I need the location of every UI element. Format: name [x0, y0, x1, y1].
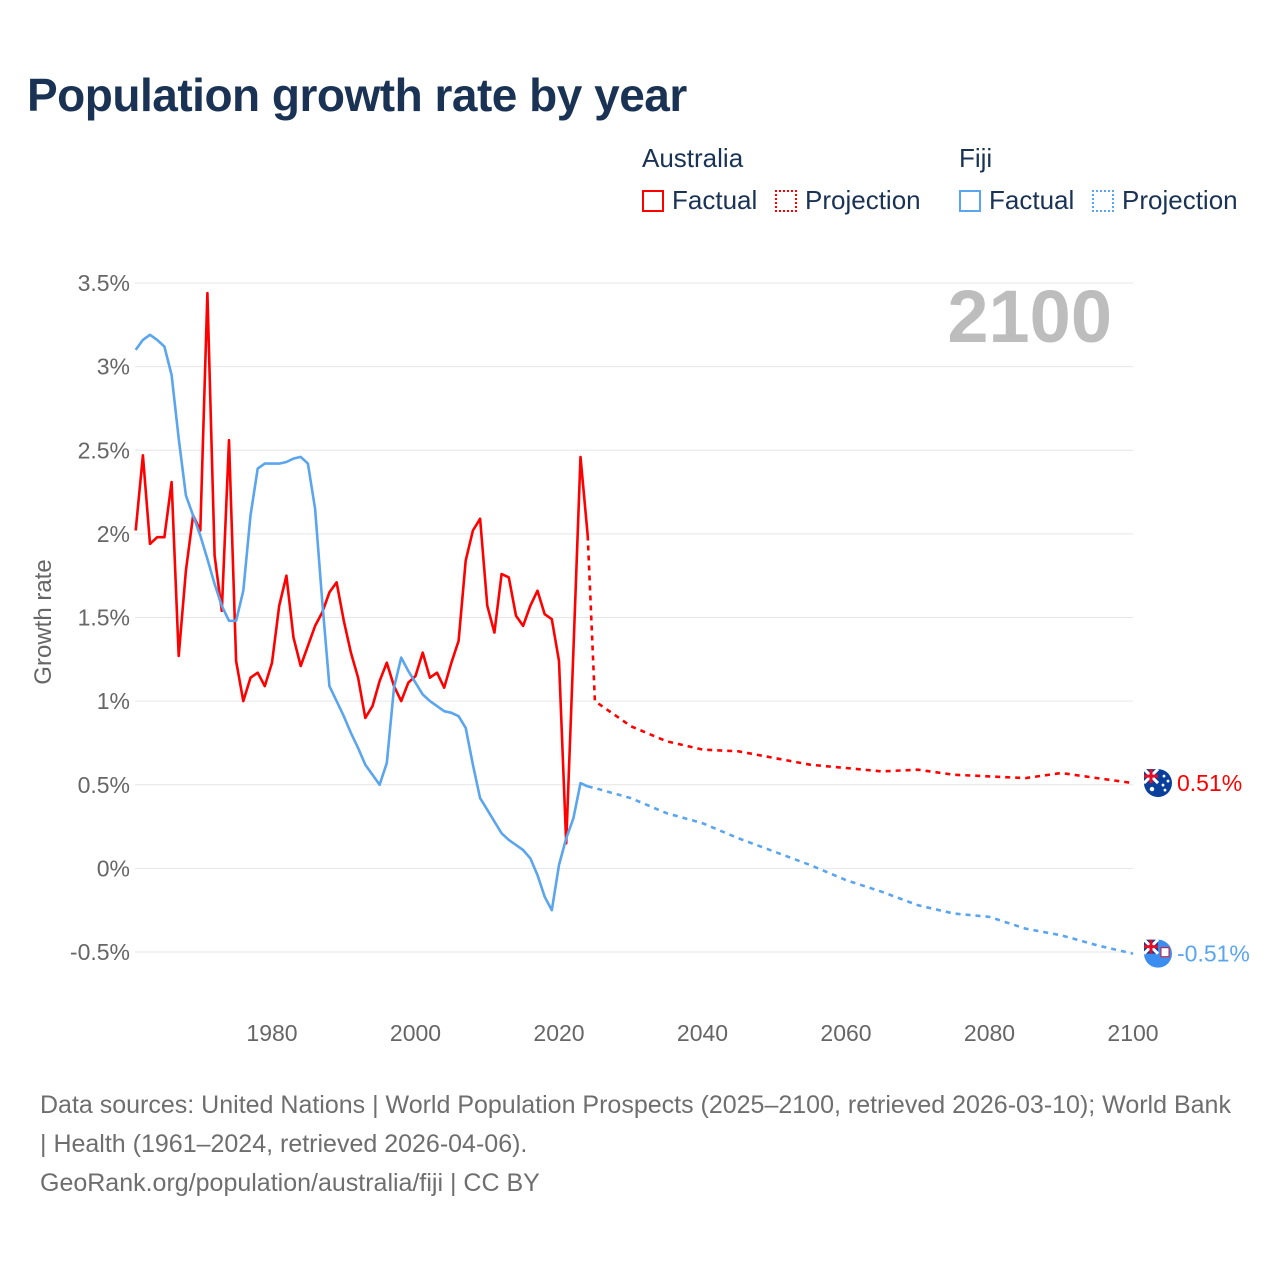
legend-australia-factual[interactable]: Factual — [642, 185, 757, 216]
x-tick-label: 2000 — [390, 1020, 441, 1046]
legend-label: Projection — [805, 185, 921, 215]
series-line-fiji-projection[interactable] — [587, 785, 1134, 955]
end-value-label-australia: 0.51% — [1177, 770, 1242, 796]
x-tick-label: 2060 — [820, 1020, 871, 1046]
data-sources: Data sources: United Nations | World Pop… — [40, 1091, 1231, 1158]
series-line-fiji-factual[interactable] — [134, 333, 589, 912]
end-value-label-fiji: -0.51% — [1177, 941, 1250, 967]
y-tick-label: 0% — [97, 855, 130, 881]
y-tick-label: -0.5% — [70, 939, 130, 965]
legend-swatch-solid — [642, 189, 664, 212]
legend-group-fiji: Fiji — [959, 143, 993, 173]
chart-title: Population growth rate by year — [27, 69, 687, 121]
x-tick-label: 2020 — [533, 1020, 584, 1046]
legend-swatch-dotted — [775, 189, 797, 212]
legend-fiji-factual[interactable]: Factual — [959, 185, 1074, 216]
year-display: 2100 — [947, 275, 1112, 358]
x-tick-label: 2040 — [677, 1020, 728, 1046]
y-tick-label: 1% — [97, 688, 130, 714]
legend-swatch-solid — [959, 189, 981, 212]
y-tick-label: 1.5% — [78, 605, 130, 631]
legend-label: Projection — [1122, 185, 1238, 215]
legend-australia-projection[interactable]: Projection — [775, 185, 921, 216]
x-tick-label: 1980 — [246, 1020, 297, 1046]
y-tick-label: 0.5% — [78, 772, 130, 798]
y-tick-label: 2% — [97, 521, 130, 547]
legend-label: Factual — [672, 185, 758, 215]
flag-icon-australia — [1142, 768, 1172, 798]
legend-swatch-dotted — [1092, 189, 1114, 212]
flag-icon-fiji — [1142, 938, 1172, 968]
footer: Data sources: United Nations | World Pop… — [40, 1086, 1240, 1203]
x-tick-label: 2080 — [964, 1020, 1015, 1046]
y-axis-label: Growth rate — [30, 559, 57, 684]
y-tick-label: 3.5% — [78, 270, 130, 296]
credit-link[interactable]: GeoRank.org/population/australia/fiji | … — [40, 1169, 540, 1197]
y-tick-label: 2.5% — [78, 437, 130, 463]
series-line-australia-factual[interactable] — [134, 291, 589, 845]
legend-fiji-projection[interactable]: Projection — [1092, 185, 1238, 216]
legend-group-australia: Australia — [642, 143, 744, 173]
y-tick-label: 3% — [97, 354, 130, 380]
x-tick-label: 2100 — [1107, 1020, 1158, 1046]
series-line-australia-projection[interactable] — [586, 535, 1134, 785]
legend-label: Factual — [989, 185, 1075, 215]
